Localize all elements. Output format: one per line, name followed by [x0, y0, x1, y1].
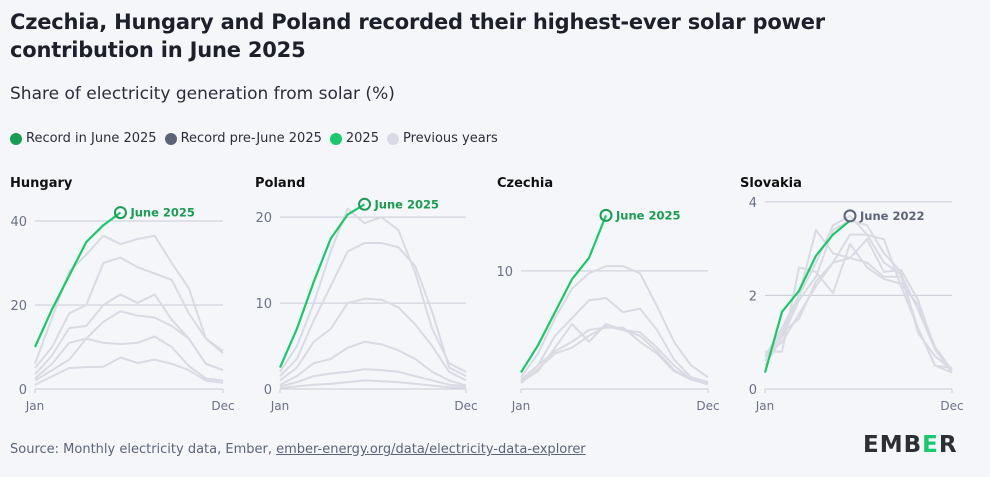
previous-year-line	[764, 233, 953, 374]
legend-swatch	[386, 132, 399, 145]
y-tick-label: 2	[749, 289, 757, 304]
previous-year-line	[764, 238, 953, 371]
y-tick-label: 0	[19, 383, 27, 398]
previous-year-line	[520, 297, 709, 383]
legend-swatch	[329, 132, 342, 145]
y-tick-label: 0	[264, 383, 272, 398]
legend-item-record-june-2025: Record in June 2025	[10, 131, 157, 146]
y-tick-label: 0	[749, 383, 757, 398]
record-label: June 2025	[129, 206, 194, 220]
previous-year-line	[520, 326, 709, 386]
line-2025	[520, 214, 608, 374]
source-note: Source: Monthly electricity data, Ember,…	[10, 442, 586, 457]
chart-panel-hungary: Hungary 0 20 40 Jan Dec June 2025	[10, 176, 235, 413]
page-subtitle: Share of electricity generation from sol…	[10, 84, 395, 104]
chart-title: Poland	[255, 176, 305, 191]
legend: Record in June 2025 Record pre-June 2025…	[10, 131, 498, 146]
previous-year-line	[279, 241, 467, 378]
previous-year-line	[279, 207, 467, 373]
record-label: June 2022	[859, 209, 924, 223]
legend-swatch	[164, 132, 177, 145]
record-marker	[599, 208, 613, 222]
previous-year-line	[520, 265, 709, 379]
legend-item-record-pre-june-2025: Record pre-June 2025	[164, 131, 322, 146]
previous-year-line	[279, 340, 467, 387]
legend-item-2025: 2025	[329, 131, 379, 146]
previous-year-line	[764, 214, 953, 374]
legend-label: 2025	[345, 131, 379, 146]
previous-year-line	[765, 242, 953, 371]
record-marker	[113, 206, 127, 220]
previous-year-line	[34, 256, 224, 369]
chart-title: Slovakia	[740, 176, 802, 191]
chart-panel-poland: Poland 0 10 20 Jan Dec June 2025	[255, 176, 478, 413]
legend-label: Record in June 2025	[26, 131, 157, 146]
previous-year-line	[34, 310, 224, 380]
record-label: June 2025	[615, 208, 680, 222]
y-tick-label: 20	[255, 211, 272, 226]
previous-year-line	[520, 325, 709, 385]
legend-swatch	[10, 132, 22, 145]
previous-year-line	[279, 368, 467, 388]
source-text: Source: Monthly electricity data, Ember,	[10, 442, 277, 457]
x-tick-label: Jan	[25, 399, 45, 413]
previous-year-line	[34, 335, 224, 382]
line-2025	[278, 203, 366, 368]
line-2025	[33, 211, 122, 348]
x-tick-label: Jan	[270, 399, 290, 413]
y-tick-label: 40	[10, 215, 27, 230]
y-tick-label: 10	[255, 297, 272, 312]
x-tick-label: Jan	[511, 399, 531, 413]
record-label: June 2025	[374, 197, 439, 211]
record-marker	[843, 209, 857, 223]
source-link[interactable]: ember-energy.org/data/electricity-data-e…	[276, 442, 586, 457]
y-tick-label: 4	[749, 196, 757, 211]
chart-title: Hungary	[10, 176, 73, 191]
legend-item-previous-years: Previous years	[386, 131, 498, 146]
y-tick-label: 10	[496, 265, 513, 280]
x-tick-label: Dec	[940, 399, 963, 413]
page-title: Czechia, Hungary and Poland recorded the…	[10, 10, 825, 62]
legend-label: Record pre-June 2025	[180, 131, 322, 146]
x-tick-label: Dec	[696, 399, 719, 413]
y-tick-label: 20	[10, 299, 27, 314]
x-tick-label: Dec	[454, 399, 477, 413]
legend-label: Previous years	[402, 131, 498, 146]
x-tick-label: Jan	[755, 399, 775, 413]
previous-year-line	[279, 379, 467, 390]
record-marker	[358, 197, 372, 211]
line-2025	[763, 219, 851, 373]
ember-logo: EMBER	[863, 432, 958, 458]
previous-year-line	[279, 297, 467, 382]
chart-title: Czechia	[497, 176, 553, 191]
chart-panel-slovakia: Slovakia 0 2 4 Jan Dec June 2022	[740, 176, 964, 413]
previous-year-line	[34, 356, 224, 386]
x-tick-label: Dec	[211, 399, 234, 413]
chart-panel-czechia: Czechia 10 Jan Dec June 2025	[496, 176, 719, 413]
